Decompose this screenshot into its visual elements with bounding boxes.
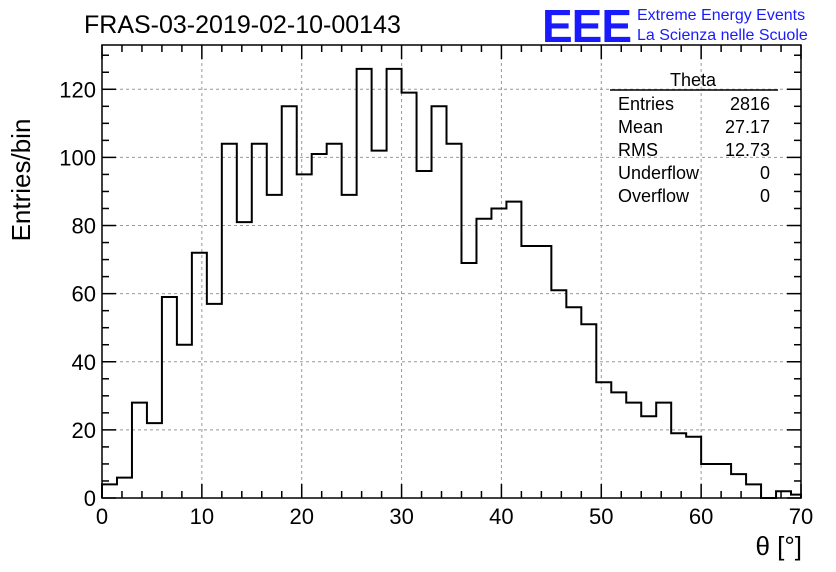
stats-row-label: Entries [618, 94, 674, 114]
x-tick-label: 70 [789, 504, 813, 529]
stats-row-value: 2816 [730, 94, 770, 114]
x-tick-label: 0 [96, 504, 108, 529]
logo-line-2: La Scienza nelle Scuole [637, 27, 808, 44]
stats-row-label: Mean [618, 117, 663, 137]
logo-mark: EEE [542, 0, 631, 52]
histogram-series-line [101, 67, 802, 499]
y-tick-label: 120 [59, 77, 96, 102]
stats-rows: Entries 2816 Mean 27.17 RMS 12.73 Underflow 0 Ov… [618, 94, 770, 206]
eee-logo: EEE Extreme Energy Events La Scienza nel… [542, 0, 808, 52]
y-tick-label: 20 [72, 418, 96, 443]
y-axis-label: Entries/bin [6, 119, 36, 242]
x-tick-label: 40 [489, 504, 513, 529]
y-tick-label: 40 [72, 350, 96, 375]
y-tick-label: 80 [72, 214, 96, 239]
plot-frame [101, 44, 802, 499]
grid-lines [102, 45, 801, 498]
y-tick-label: 60 [72, 282, 96, 307]
axis-ticks [101, 45, 802, 499]
stats-row-label: Overflow [618, 186, 690, 206]
logo-line-1: Extreme Energy Events [637, 7, 805, 24]
stats-row-value: 0 [760, 163, 770, 183]
y-tick-label: 0 [84, 486, 96, 511]
x-tick-label: 30 [389, 504, 413, 529]
stats-row-label: Underflow [618, 163, 700, 183]
stats-box: Theta Entries 2816 Mean 27.17 RMS 12.73 Underf… [610, 70, 778, 206]
y-tick-label: 100 [59, 145, 96, 170]
stats-name: Theta [670, 70, 717, 90]
tick-labels: 0 10 20 30 40 50 60 70 0 20 40 60 80 100 120 [59, 77, 813, 529]
x-tick-label: 60 [689, 504, 713, 529]
x-tick-label: 10 [190, 504, 214, 529]
x-tick-label: 50 [589, 504, 613, 529]
chart-title: FRAS-03-2019-02-10-00143 [84, 11, 401, 39]
stats-row-value: 0 [760, 186, 770, 206]
x-tick-label: 20 [289, 504, 313, 529]
stats-row-value: 27.17 [725, 117, 770, 137]
stats-row-value: 12.73 [725, 140, 770, 160]
x-axis-label: θ [°] [755, 531, 802, 561]
stats-row-label: RMS [618, 140, 658, 160]
